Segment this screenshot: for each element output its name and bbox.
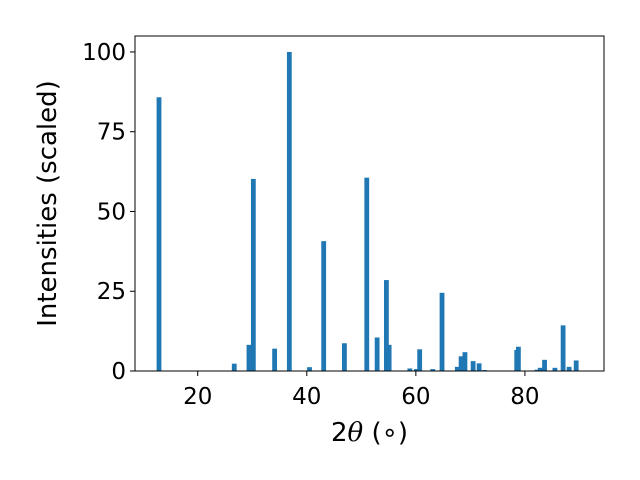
bar [250,178,256,371]
y-axis-ticks: 0 25 50 75 100 [82,40,135,385]
bar [462,352,468,371]
bar [374,337,380,371]
bar [342,343,347,371]
bar-series [156,51,579,371]
bar [454,366,460,371]
bar [430,369,436,371]
x-axis-label-unit: (∘) [363,418,408,448]
bar [537,367,543,371]
bar [560,325,566,371]
bar [414,369,419,371]
x-axis-label: 2θ (∘) [331,418,408,448]
bar [307,367,312,371]
y-tick-label: 0 [111,359,126,385]
bar [321,241,327,371]
x-axis-ticks: 20 40 60 80 [183,371,540,410]
x-axis-label-symbol: θ [348,418,364,448]
bar [246,344,252,371]
bar [286,51,292,371]
bar [515,346,521,371]
bar [470,361,476,371]
bar [364,177,370,371]
y-tick-label: 25 [97,279,126,305]
bar [156,97,162,371]
y-axis-label: Intensities (scaled) [33,80,63,327]
bar [407,368,413,371]
bar [552,367,558,371]
y-tick-label: 100 [82,40,126,66]
bar [573,360,579,371]
x-tick-label: 40 [292,384,321,410]
x-tick-label: 60 [401,384,430,410]
y-tick-label: 50 [97,199,126,225]
bar [534,369,540,371]
x-tick-label: 20 [183,384,212,410]
x-axis-label-prefix: 2 [331,418,348,448]
bar [417,349,423,371]
bar [272,348,278,371]
bar [439,292,445,371]
bar [476,363,482,371]
bar [566,366,572,371]
y-tick-label: 75 [97,120,126,146]
plot-frame [134,35,605,372]
bar [542,359,547,371]
bar [231,363,237,371]
bar [458,356,464,371]
bar [386,344,392,371]
x-tick-label: 80 [510,384,539,410]
bar [384,280,389,371]
